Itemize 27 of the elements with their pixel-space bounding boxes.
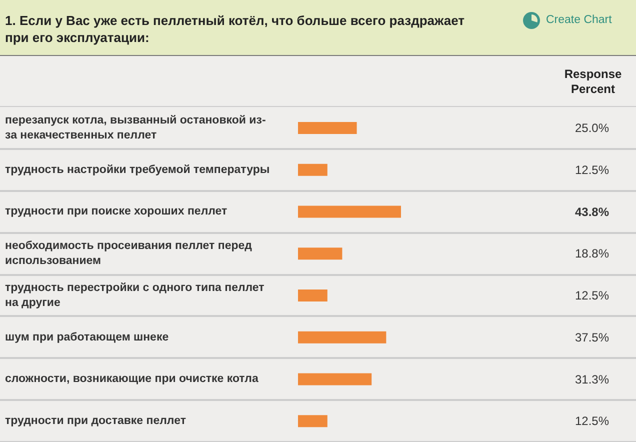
bar: [298, 331, 386, 344]
y-tick-label: сложности, возникающие при очистке котла: [5, 373, 259, 386]
data-label: 43.8%: [574, 204, 610, 219]
data-label: 31.3%: [574, 372, 610, 386]
y-tick-label: трудности при поиске хороших пеллет: [5, 206, 228, 218]
data-label: 12.5%: [574, 414, 610, 428]
bar: [298, 373, 372, 386]
data-label: 37.5%: [574, 330, 610, 344]
bar: [298, 122, 357, 134]
y-tick-label: трудность перестройки с одного типа пеллет на другие: [5, 282, 265, 309]
y-tick-label: трудность настройки требуемой температуры: [5, 164, 270, 176]
bar: [298, 164, 328, 176]
bar: [298, 206, 401, 218]
chart-title: 1. Если у Вас уже есть пеллетный котёл, что больше всего раздражает при его эксплуатации:: [5, 12, 466, 46]
bar: [298, 415, 328, 428]
y-tick-label: необходимость просеивания пеллет перед использованием: [5, 240, 253, 268]
data-label: 25.0%: [574, 121, 610, 135]
y-tick-label: трудности при доставке пеллет: [5, 415, 186, 428]
data-label: 12.5%: [574, 288, 610, 302]
data-label: 18.8%: [574, 246, 610, 261]
bar: [298, 248, 342, 260]
data-label: 12.5%: [574, 162, 610, 177]
text: Response Percent: [563, 67, 623, 97]
text: Create Chart: [546, 13, 612, 28]
bar: [298, 290, 328, 302]
y-tick-label: шум при работающем шнеке: [5, 331, 169, 344]
y-tick-label: перезапуск котла, вызванный остановкой из-за некачественных пеллет: [5, 114, 266, 142]
